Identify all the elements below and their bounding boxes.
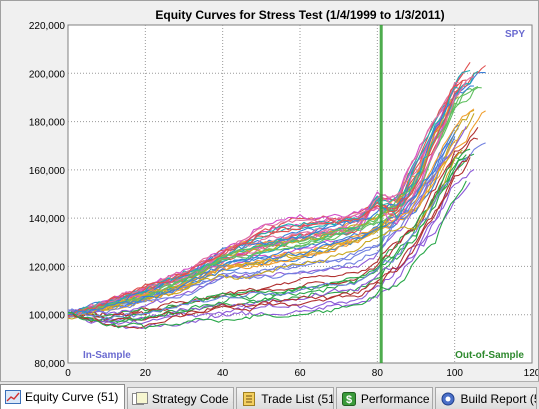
chart-title: Equity Curves for Stress Test (1/4/1999 … xyxy=(155,8,444,22)
series-line xyxy=(67,133,456,316)
tab-performance-report[interactable]: $ Performance R... xyxy=(335,387,434,409)
tab-equity-curve[interactable]: Equity Curve (51) xyxy=(0,384,125,409)
tab-equity-curve-label: Equity Curve (51) xyxy=(25,390,119,404)
tab-build-report[interactable]: Build Report (51) xyxy=(435,387,537,409)
in-out-sample-divider xyxy=(379,25,383,363)
x-tick-label: 120 xyxy=(524,368,538,379)
series-line xyxy=(67,180,467,330)
y-tick-label: 80,000 xyxy=(34,359,65,370)
tab-strategy-code[interactable]: Strategy Code ... xyxy=(126,387,235,409)
tab-trade-list-label: Trade List (51) xyxy=(261,391,334,406)
chart-icon xyxy=(5,390,21,404)
sample-divider-group xyxy=(379,25,383,363)
equity-chart: Equity Curves for Stress Test (1/4/1999 … xyxy=(29,8,538,379)
y-tick-label: 220,000 xyxy=(29,21,66,32)
y-axis: 80,000 100,000 120,000 140,000 160,000 180,00… xyxy=(29,21,66,370)
x-tick-label: 100 xyxy=(446,368,463,379)
y-tick-label: 200,000 xyxy=(29,69,66,80)
code-icon xyxy=(131,391,148,406)
x-tick-label: 20 xyxy=(140,368,152,379)
svg-text:$: $ xyxy=(346,394,352,406)
in-sample-label: In-Sample xyxy=(83,350,131,361)
y-tick-label: 120,000 xyxy=(29,262,66,273)
chart-panel: Equity Curves for Stress Test (1/4/1999 … xyxy=(0,0,539,382)
tab-strategy-code-label: Strategy Code ... xyxy=(151,391,235,406)
x-axis: 0 20 40 60 80 100 120 xyxy=(65,368,538,379)
series-line xyxy=(67,153,471,329)
series-line xyxy=(67,148,471,322)
x-tick-label: 60 xyxy=(294,368,306,379)
series-line xyxy=(67,86,479,314)
tab-bar: Equity Curve (51) Strategy Code ... Trad… xyxy=(0,381,539,409)
x-tick-label: 40 xyxy=(217,368,229,379)
series-line xyxy=(67,137,479,320)
tab-performance-report-label: Performance R... xyxy=(360,391,433,406)
series-line xyxy=(67,169,475,325)
series-line xyxy=(67,81,459,317)
series-line xyxy=(67,142,486,320)
x-tick-label: 0 xyxy=(65,368,71,379)
y-tick-label: 100,000 xyxy=(29,311,66,322)
out-of-sample-label: Out-of-Sample xyxy=(455,350,524,361)
series-line xyxy=(67,76,475,317)
series-line xyxy=(67,156,448,316)
report-icon xyxy=(440,392,456,406)
series-line xyxy=(67,70,479,316)
dollar-icon: $ xyxy=(341,391,357,406)
series-line xyxy=(67,80,463,317)
series-line xyxy=(67,124,459,316)
tab-build-report-label: Build Report (51) xyxy=(460,391,536,406)
series-line xyxy=(67,153,475,323)
tab-trade-list[interactable]: Trade List (51) xyxy=(236,387,334,409)
y-tick-label: 140,000 xyxy=(29,214,66,225)
y-tick-label: 160,000 xyxy=(29,166,66,177)
y-tick-label: 180,000 xyxy=(29,118,66,129)
list-icon xyxy=(241,391,257,406)
x-tick-label: 80 xyxy=(372,368,384,379)
series-group xyxy=(67,61,486,330)
spy-label: SPY xyxy=(505,29,525,40)
